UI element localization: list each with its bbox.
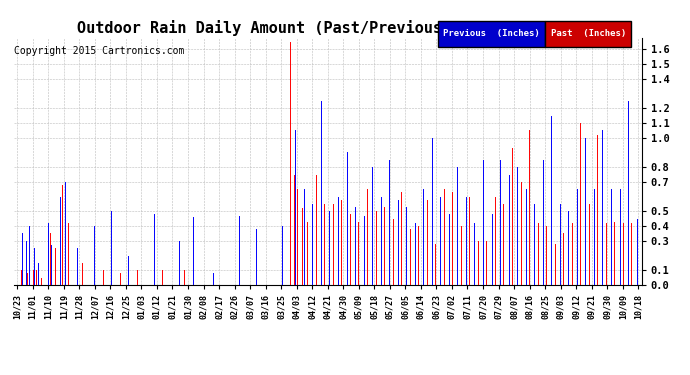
Title: Outdoor Rain Daily Amount (Past/Previous Year) 20151023: Outdoor Rain Daily Amount (Past/Previous… <box>77 20 579 36</box>
Text: Previous  (Inches): Previous (Inches) <box>443 29 540 38</box>
Text: Copyright 2015 Cartronics.com: Copyright 2015 Cartronics.com <box>14 46 184 56</box>
Text: Past  (Inches): Past (Inches) <box>551 29 626 38</box>
